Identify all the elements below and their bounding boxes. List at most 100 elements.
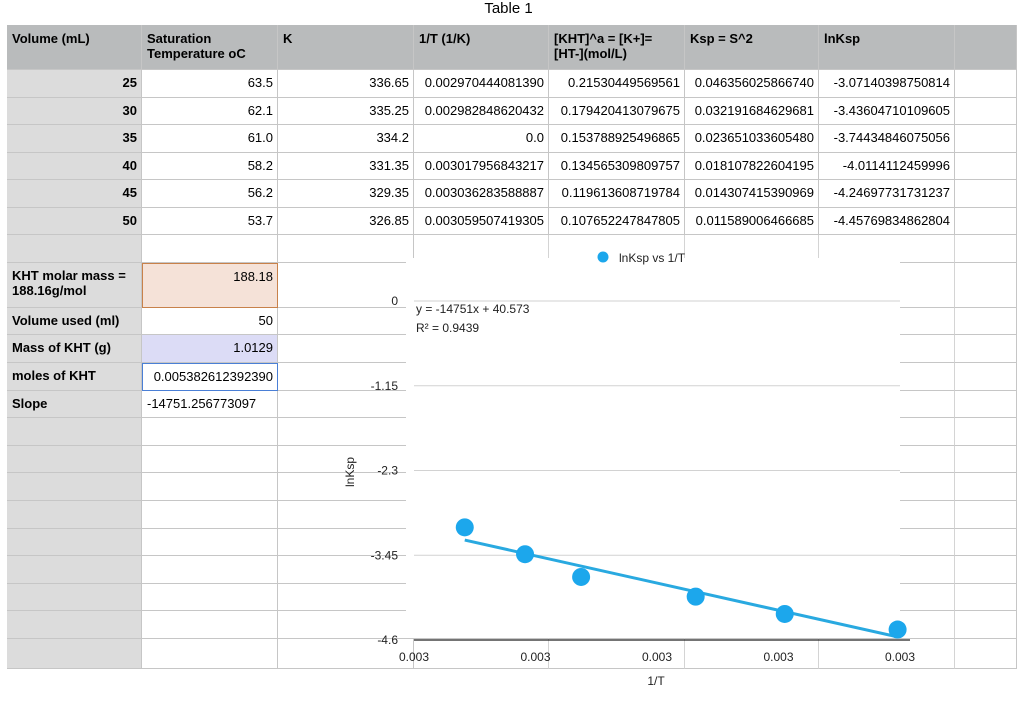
empty-cell[interactable] (142, 584, 278, 611)
empty-cell[interactable] (685, 335, 819, 363)
empty-cell[interactable] (685, 308, 819, 335)
table-cell[interactable]: 53.7 (142, 208, 278, 235)
table-cell[interactable] (955, 125, 1017, 153)
empty-cell[interactable] (685, 529, 819, 556)
row-header-volume[interactable]: 45 (7, 180, 142, 208)
empty-cell[interactable] (278, 363, 414, 391)
empty-cell[interactable] (549, 235, 685, 263)
row-header-empty[interactable] (7, 584, 142, 611)
empty-cell[interactable] (414, 611, 549, 639)
table-cell[interactable]: 0.179420413079675 (549, 98, 685, 125)
empty-cell[interactable] (278, 639, 414, 669)
param-label[interactable]: Volume used (ml) (7, 308, 142, 335)
param-label[interactable]: Slope (7, 391, 142, 418)
row-header-empty[interactable] (7, 235, 142, 263)
empty-cell[interactable] (819, 263, 955, 308)
row-header-volume[interactable]: 25 (7, 70, 142, 98)
empty-cell[interactable] (278, 308, 414, 335)
param-value[interactable]: 50 (142, 308, 278, 335)
empty-cell[interactable] (549, 584, 685, 611)
empty-cell[interactable] (955, 473, 1017, 501)
empty-cell[interactable] (955, 391, 1017, 418)
row-header-empty[interactable] (7, 639, 142, 669)
empty-cell[interactable] (278, 611, 414, 639)
empty-cell[interactable] (278, 235, 414, 263)
empty-cell[interactable] (685, 263, 819, 308)
empty-cell[interactable] (414, 263, 549, 308)
table-cell[interactable]: 0.014307415390969 (685, 180, 819, 208)
table-cell[interactable]: 0.119613608719784 (549, 180, 685, 208)
empty-cell[interactable] (142, 529, 278, 556)
empty-cell[interactable] (414, 391, 549, 418)
empty-cell[interactable] (414, 446, 549, 473)
empty-cell[interactable] (955, 529, 1017, 556)
empty-cell[interactable] (819, 446, 955, 473)
table-cell[interactable]: 336.65 (278, 70, 414, 98)
empty-cell[interactable] (685, 473, 819, 501)
empty-cell[interactable] (955, 639, 1017, 669)
empty-cell[interactable] (685, 418, 819, 446)
table-cell[interactable]: 0.0 (414, 125, 549, 153)
row-header-empty[interactable] (7, 473, 142, 501)
row-header-empty[interactable] (7, 556, 142, 584)
row-header-empty[interactable] (7, 446, 142, 473)
empty-cell[interactable] (549, 529, 685, 556)
empty-cell[interactable] (955, 584, 1017, 611)
empty-cell[interactable] (819, 584, 955, 611)
empty-cell[interactable] (414, 363, 549, 391)
table-cell[interactable]: 0.002970444081390 (414, 70, 549, 98)
empty-cell[interactable] (819, 363, 955, 391)
empty-cell[interactable] (414, 529, 549, 556)
column-header[interactable]: Ksp = S^2 (685, 25, 819, 70)
table-cell[interactable] (955, 153, 1017, 180)
table-cell[interactable]: 334.2 (278, 125, 414, 153)
table-cell[interactable] (955, 98, 1017, 125)
table-cell[interactable]: -3.07140398750814 (819, 70, 955, 98)
table-cell[interactable]: -4.24697731731237 (819, 180, 955, 208)
empty-cell[interactable] (819, 639, 955, 669)
empty-cell[interactable] (278, 529, 414, 556)
empty-cell[interactable] (955, 335, 1017, 363)
empty-cell[interactable] (278, 473, 414, 501)
empty-cell[interactable] (142, 556, 278, 584)
empty-cell[interactable] (685, 501, 819, 529)
column-header[interactable]: lnKsp (819, 25, 955, 70)
table-cell[interactable]: 0.002982848620432 (414, 98, 549, 125)
table-cell[interactable]: -3.43604710109605 (819, 98, 955, 125)
empty-cell[interactable] (955, 446, 1017, 473)
table-cell[interactable]: 58.2 (142, 153, 278, 180)
table-cell[interactable]: 0.003017956843217 (414, 153, 549, 180)
table-cell[interactable]: -3.74434846075056 (819, 125, 955, 153)
empty-cell[interactable] (278, 584, 414, 611)
empty-cell[interactable] (142, 473, 278, 501)
table-cell[interactable]: 62.1 (142, 98, 278, 125)
empty-cell[interactable] (685, 391, 819, 418)
empty-cell[interactable] (414, 235, 549, 263)
empty-cell[interactable] (685, 639, 819, 669)
empty-cell[interactable] (414, 639, 549, 669)
table-cell[interactable]: 0.134565309809757 (549, 153, 685, 180)
table-cell[interactable]: 61.0 (142, 125, 278, 153)
empty-cell[interactable] (278, 263, 414, 308)
empty-cell[interactable] (549, 335, 685, 363)
table-cell[interactable]: 331.35 (278, 153, 414, 180)
column-header[interactable]: Volume (mL) (7, 25, 142, 70)
table-cell[interactable]: 56.2 (142, 180, 278, 208)
empty-cell[interactable] (549, 501, 685, 529)
column-header-empty[interactable] (955, 25, 1017, 70)
empty-cell[interactable] (549, 611, 685, 639)
empty-cell[interactable] (685, 584, 819, 611)
table-cell[interactable] (955, 70, 1017, 98)
row-header-volume[interactable]: 50 (7, 208, 142, 235)
empty-cell[interactable] (549, 363, 685, 391)
empty-cell[interactable] (549, 556, 685, 584)
empty-cell[interactable] (685, 446, 819, 473)
table-cell[interactable]: 0.003036283588887 (414, 180, 549, 208)
empty-cell[interactable] (278, 335, 414, 363)
empty-cell[interactable] (549, 391, 685, 418)
empty-cell[interactable] (278, 501, 414, 529)
column-header[interactable]: K (278, 25, 414, 70)
table-cell[interactable]: -4.0114112459996 (819, 153, 955, 180)
empty-cell[interactable] (414, 501, 549, 529)
empty-cell[interactable] (955, 501, 1017, 529)
